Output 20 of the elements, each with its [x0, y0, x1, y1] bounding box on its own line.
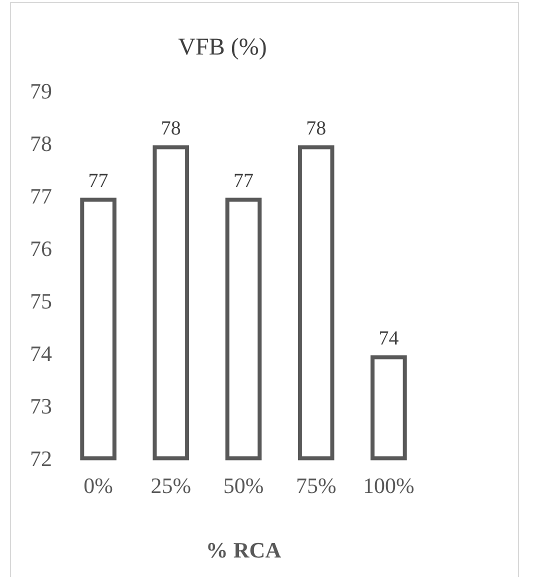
- y-tick-label: 76: [30, 236, 52, 262]
- y-tick-label: 72: [30, 446, 52, 471]
- y-tick-label: 79: [30, 78, 52, 104]
- data-label: 77: [88, 170, 108, 192]
- y-tick-label: 77: [30, 184, 52, 209]
- y-tick-label: 78: [30, 131, 52, 156]
- x-tick-label: 100%: [363, 473, 414, 498]
- y-tick-label: 73: [30, 393, 52, 418]
- data-label: 77: [234, 170, 254, 192]
- chart-title: VFB (%): [178, 34, 267, 61]
- data-label: 78: [160, 118, 181, 140]
- x-tick-label: 25%: [150, 473, 192, 498]
- x-tick-label: 75%: [296, 473, 336, 498]
- data-label: 74: [378, 327, 399, 350]
- x-tick-label: 50%: [223, 473, 264, 498]
- x-tick-label: 0%: [84, 473, 113, 498]
- data-label: 78: [306, 118, 326, 140]
- y-tick-label: 75: [30, 288, 52, 314]
- x-axis-title: % RCA: [206, 537, 282, 562]
- y-tick-label: 74: [30, 341, 52, 366]
